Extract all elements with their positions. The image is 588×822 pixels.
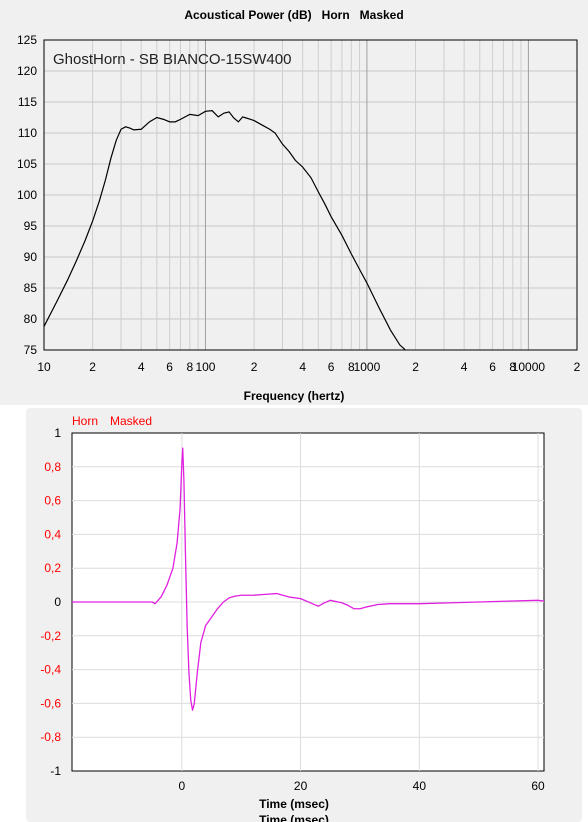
x-tick-label: 6 — [489, 360, 496, 374]
x-tick-label: 4 — [461, 360, 468, 374]
x-tick-label: 10 — [37, 360, 51, 374]
x-tick-label: 4 — [138, 360, 145, 374]
x-tick-label: 2 — [251, 360, 258, 374]
top-chart-panel — [0, 0, 588, 405]
x-tick-label: 2 — [574, 360, 581, 374]
y-tick-label: 75 — [24, 343, 38, 357]
x-tick-label: 6 — [328, 360, 335, 374]
x-tick-label: 6 — [166, 360, 173, 374]
bottom-chart-panel — [26, 408, 582, 822]
frequency-response-chart: GhostHorn - SB BIANCO-15SW400 1251201151… — [17, 33, 581, 374]
frequency-axis-label: Frequency (hertz) — [243, 389, 345, 403]
plot-annotation: GhostHorn - SB BIANCO-15SW400 — [53, 51, 291, 68]
x-tick-label: 8 — [509, 360, 516, 374]
x-tick-label: 8 — [186, 360, 193, 374]
y-tick-label: 125 — [17, 33, 37, 47]
x-tick-label: 2 — [89, 360, 96, 374]
time-axis-label-repeat: Time (msec) — [259, 813, 329, 822]
x-tick-label: 10000 — [512, 360, 546, 374]
y-tick-label: 110 — [18, 126, 37, 140]
x-tick-label: 4 — [299, 360, 306, 374]
x-tick-label: 100 — [195, 360, 215, 374]
y-tick-label: 100 — [17, 188, 37, 202]
y-tick-label: 90 — [24, 250, 38, 264]
chart-title: Acoustical Power (dB) Horn Masked — [184, 8, 404, 22]
frequency-y-ticks: 125 120 115 110 105 100 95 90 85 80 75 — [17, 33, 37, 357]
y-tick-label: 105 — [17, 157, 37, 171]
time-axis-label: Time (msec) — [259, 797, 329, 811]
y-tick-label: 80 — [24, 312, 38, 326]
y-tick-label: 115 — [18, 95, 37, 109]
x-tick-label: 8 — [348, 360, 355, 374]
x-tick-label: 2 — [412, 360, 419, 374]
acoustical-power-line — [44, 110, 407, 350]
frequency-grid — [43, 39, 578, 351]
y-tick-label: 85 — [24, 281, 38, 295]
frequency-plot-frame — [43, 39, 578, 351]
y-tick-label: 120 — [17, 64, 37, 78]
x-tick-label: 1000 — [354, 360, 381, 374]
y-tick-label: 95 — [24, 219, 38, 233]
frequency-series — [44, 110, 407, 350]
